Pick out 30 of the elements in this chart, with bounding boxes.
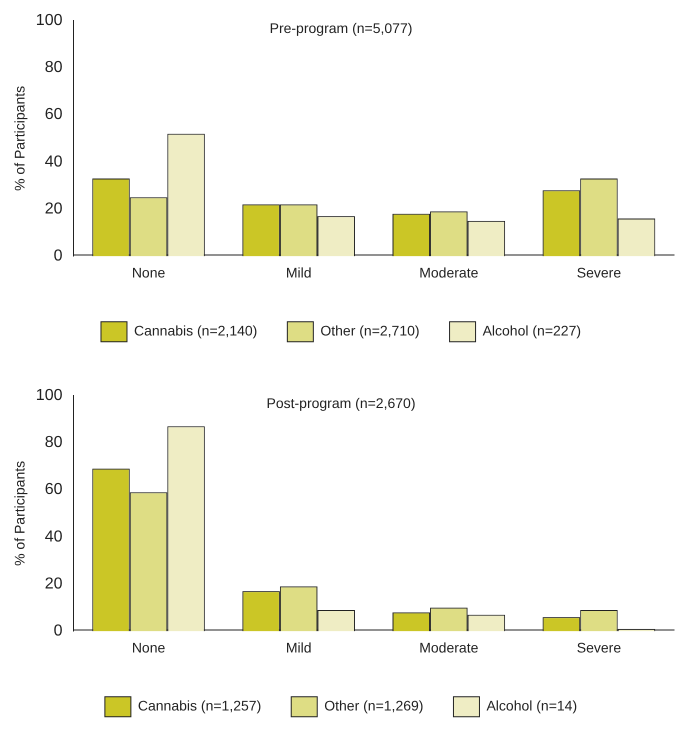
y-tick-label: 0 xyxy=(54,248,63,265)
chart-title: Post-program (n=2,670) xyxy=(266,394,416,411)
x-tick-label: Mild xyxy=(286,639,312,656)
chart-title: Pre-program (n=5,077) xyxy=(270,20,412,36)
y-tick-label: 80 xyxy=(44,434,63,452)
legend-label: Alcohol (n=14) xyxy=(486,698,578,714)
y-tick-label: 100 xyxy=(36,12,63,30)
y-axis-title: % of Participants xyxy=(11,460,28,566)
y-tick-label: 20 xyxy=(44,575,63,592)
x-tick-label: None xyxy=(132,639,166,656)
x-tick-label: Severe xyxy=(576,639,622,656)
legend-label: Other (n=1,269) xyxy=(324,698,424,714)
y-tick-label: 0 xyxy=(54,622,63,640)
y-axis-title: % of Participants xyxy=(11,86,28,191)
y-tick-label: 40 xyxy=(44,528,63,546)
legend-label: Cannabis (n=1,257) xyxy=(138,698,262,714)
x-tick-label: Moderate xyxy=(419,264,479,280)
x-tick-label: Severe xyxy=(576,264,622,280)
y-tick-label: 20 xyxy=(44,200,63,218)
legend-label: Cannabis (n=2,140) xyxy=(134,322,258,339)
legend-label: Other (n=2,710) xyxy=(320,322,420,339)
y-tick-label: 60 xyxy=(44,106,63,124)
x-tick-label: None xyxy=(132,264,166,280)
x-tick-label: Moderate xyxy=(419,639,479,656)
y-tick-label: 80 xyxy=(44,59,63,76)
y-tick-label: 40 xyxy=(44,153,63,170)
y-tick-label: 60 xyxy=(44,481,63,498)
y-tick-label: 100 xyxy=(36,387,63,404)
x-tick-label: Mild xyxy=(286,264,312,280)
legend-label: Alcohol (n=227) xyxy=(482,322,582,339)
